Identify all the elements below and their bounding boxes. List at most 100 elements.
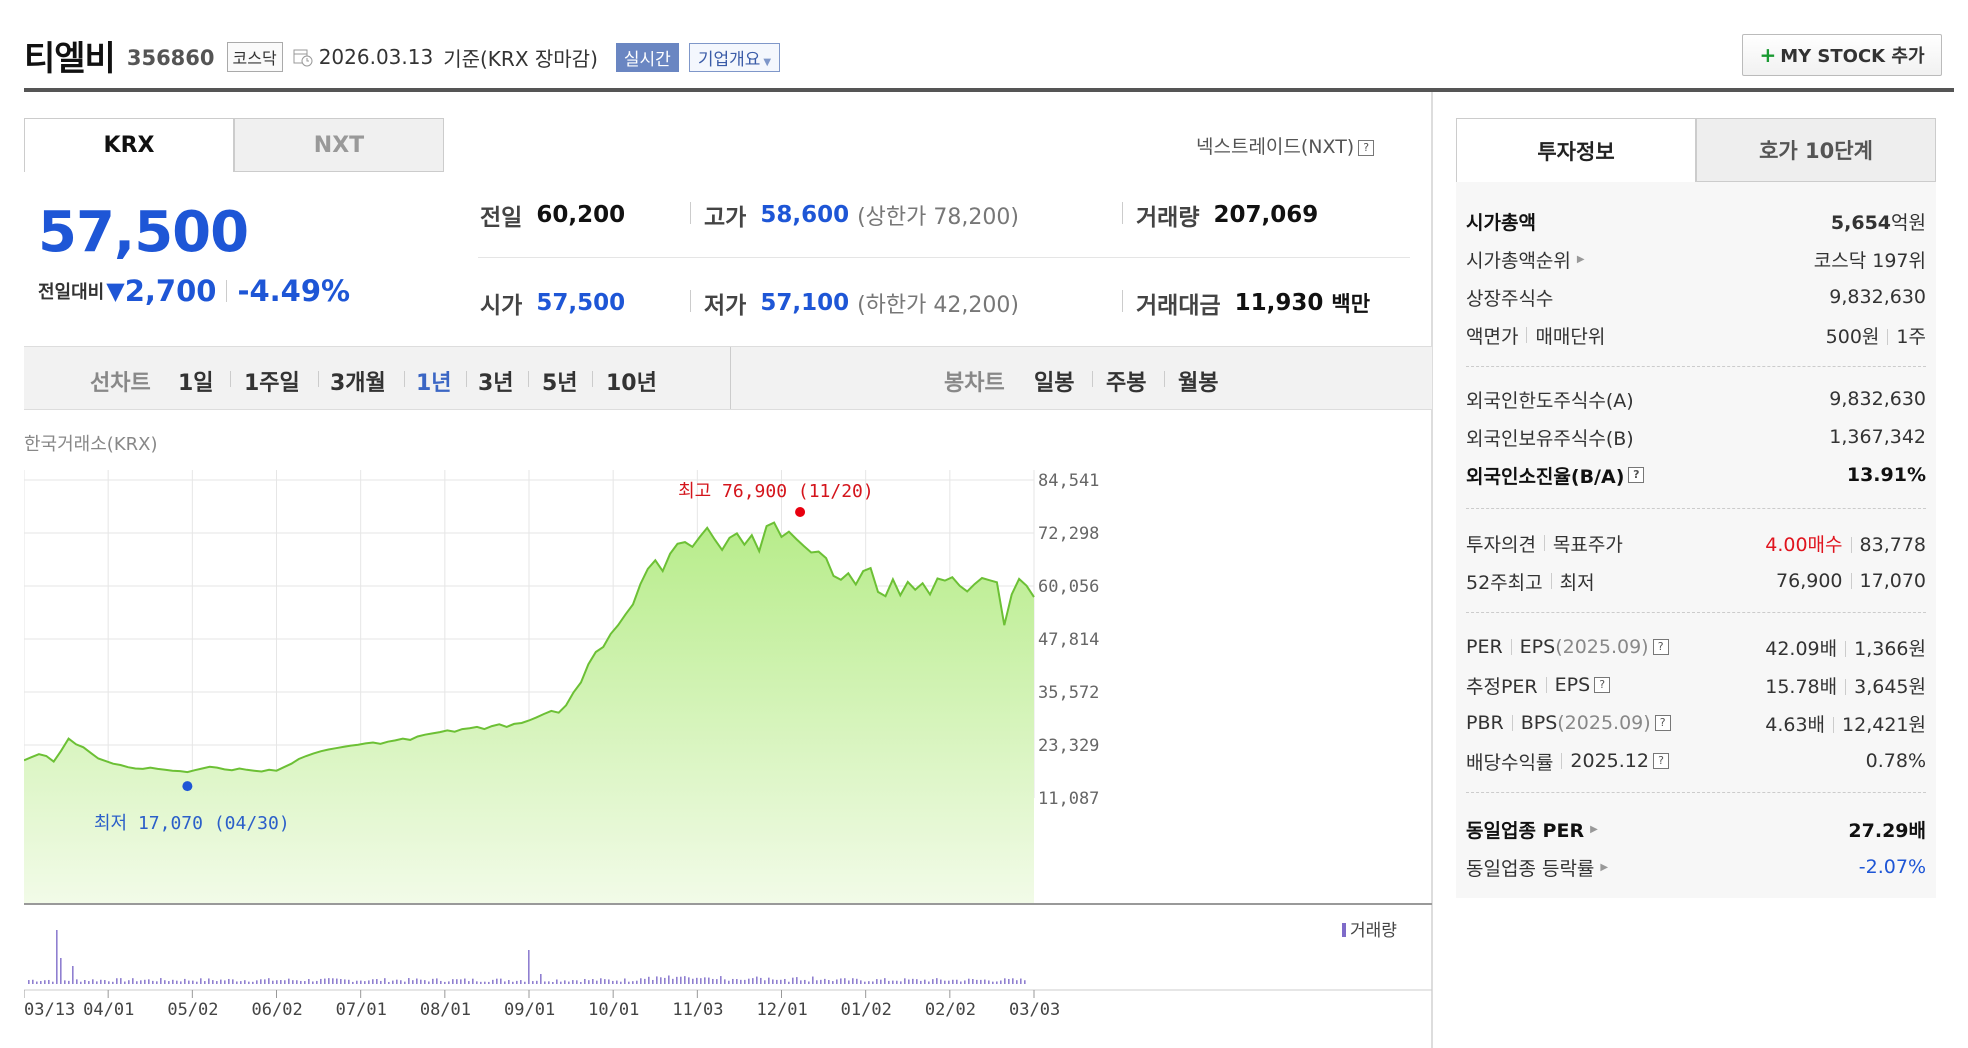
volume-bar (128, 980, 130, 984)
x-tick-label: 05/02 (167, 1000, 218, 1020)
prev-value: 60,200 (536, 202, 626, 228)
y-tick-label: 60,056 (1038, 577, 1099, 597)
volume-bar (680, 976, 682, 984)
volume-bar (248, 981, 250, 984)
nextrade-link[interactable]: 넥스트레이드(NXT)? (1196, 132, 1375, 159)
volume-bar (484, 981, 486, 984)
my-stock-add-button[interactable]: + MY STOCK 추가 (1742, 34, 1942, 76)
volume-bar (912, 978, 914, 984)
volume-bar (392, 980, 394, 984)
volume-bar (868, 981, 870, 984)
volume-bar (948, 980, 950, 984)
realtime-button[interactable]: 실시간 (615, 42, 679, 72)
toolbar-separator (1092, 371, 1093, 387)
volume-bar (920, 980, 922, 984)
volume-bar (56, 930, 58, 984)
help-icon[interactable]: ? (1652, 639, 1669, 655)
candle-daily[interactable]: 일봉 (1034, 371, 1075, 396)
per-group: 42.09배 1,366원 (1765, 634, 1926, 661)
stat-separator (690, 202, 691, 224)
info-row-per: PER EPS (2025.09)? 42.09배 1,366원 (1466, 630, 1926, 664)
candle-weekly[interactable]: 주봉 (1106, 371, 1147, 396)
volume-bar (360, 980, 362, 984)
volume-bar (740, 979, 742, 984)
par-value-label: 액면가 (1466, 325, 1519, 348)
tab-krx[interactable]: KRX (24, 118, 234, 172)
info-row-opinion: 투자의견 목표주가 4.00매수 83,778 (1466, 526, 1926, 560)
sector-change-label: 동일업종 등락률 (1466, 857, 1595, 880)
down-triangle-icon: ▼ (106, 277, 125, 305)
volume-bar (476, 981, 478, 984)
volume-bar (244, 980, 246, 984)
x-tick-label: 07/01 (336, 1000, 387, 1020)
change-value: 2,700 (124, 274, 217, 308)
volume-bar (572, 980, 574, 984)
volume-bar (400, 980, 402, 984)
stock-header: 티엘비 356860 코스닥 2026.03.13 기준(KRX 장마감) 실시… (24, 30, 1954, 80)
volume-bar (508, 980, 510, 984)
prev-close: 전일 60,200 (480, 198, 625, 232)
period-1w[interactable]: 1주일 (244, 371, 300, 396)
volume-bar (860, 980, 862, 984)
volume-bar (172, 979, 174, 984)
period-3m[interactable]: 3개월 (330, 371, 386, 396)
toolbar-separator (528, 371, 529, 387)
volume-bar (32, 979, 34, 984)
help-icon[interactable]: ? (1628, 467, 1645, 483)
volume-bar (52, 981, 54, 984)
period-3y[interactable]: 3년 (478, 371, 514, 396)
price-chart[interactable]: 84,541 72,298 60,056 47,814 35,572 23,329 11,0… (24, 470, 1432, 1030)
volume-bar (280, 980, 282, 984)
volume-bar (828, 980, 830, 984)
tab-nxt[interactable]: NXT (234, 118, 444, 172)
volume-bar (648, 976, 650, 984)
volume-bar (64, 980, 66, 984)
help-icon[interactable]: ? (1654, 715, 1671, 731)
foreign-hold-label: 외국인보유주식수(B) (1466, 427, 1634, 450)
volume-bar (780, 979, 782, 984)
low-price: 저가 57,100 (하한가 42,200) (704, 286, 1019, 320)
volume-bar (696, 977, 698, 984)
period-10y[interactable]: 10년 (606, 371, 657, 396)
rank-label-group[interactable]: 시가총액순위 ▶ (1466, 246, 1585, 273)
period-5y[interactable]: 5년 (542, 371, 578, 396)
volume-bar (60, 958, 62, 984)
company-overview-dropdown[interactable]: 기업개요 ▼ (688, 42, 781, 72)
volume-bar (688, 977, 690, 984)
volume-bar (1012, 978, 1014, 984)
volume-bar (732, 978, 734, 984)
est-eps-value: 3,645원 (1854, 675, 1926, 698)
volume-bar (404, 981, 406, 984)
x-tick-label: 01/02 (841, 1000, 892, 1020)
volume-bar (788, 981, 790, 984)
period-1y[interactable]: 1년 (416, 371, 452, 396)
est-per-value: 15.78배 (1765, 675, 1838, 698)
sector-per-label-group[interactable]: 동일업종 PER ▶ (1466, 816, 1598, 843)
chart-source: 한국거래소(KRX) (24, 434, 158, 455)
volume-bar (212, 980, 214, 984)
tab-hoga[interactable]: 호가 10단계 (1696, 118, 1936, 182)
volume-bar (524, 981, 526, 984)
toolbar-separator (1164, 371, 1165, 387)
volume-bar (928, 981, 930, 984)
help-icon[interactable]: ? (1594, 677, 1611, 693)
help-icon[interactable]: ? (1358, 140, 1375, 156)
volume-bar (384, 978, 386, 984)
candle-chart-label[interactable]: 봉차트 (944, 371, 1005, 396)
header-divider (24, 88, 1954, 92)
my-stock-label: MY STOCK 추가 (1780, 46, 1925, 67)
candle-monthly[interactable]: 월봉 (1178, 371, 1219, 396)
help-icon[interactable]: ? (1652, 753, 1669, 769)
period-1d[interactable]: 1일 (178, 371, 214, 396)
volume-bar (812, 976, 814, 984)
rank-value: 코스닥 197위 (1813, 249, 1926, 272)
volume-bar (724, 979, 726, 984)
sector-change-label-group[interactable]: 동일업종 등락률 ▶ (1466, 854, 1608, 881)
info-row-foreign-limit: 외국인한도주식수(A) 9,832,630 (1466, 382, 1926, 416)
pbr-group: 4.63배 12,421원 (1765, 710, 1926, 737)
row-separator (1850, 536, 1852, 553)
tab-investment-info[interactable]: 투자정보 (1456, 118, 1696, 182)
line-chart-label[interactable]: 선차트 (90, 371, 151, 396)
price-area (24, 522, 1034, 904)
x-tick-label: 02/02 (925, 1000, 976, 1020)
